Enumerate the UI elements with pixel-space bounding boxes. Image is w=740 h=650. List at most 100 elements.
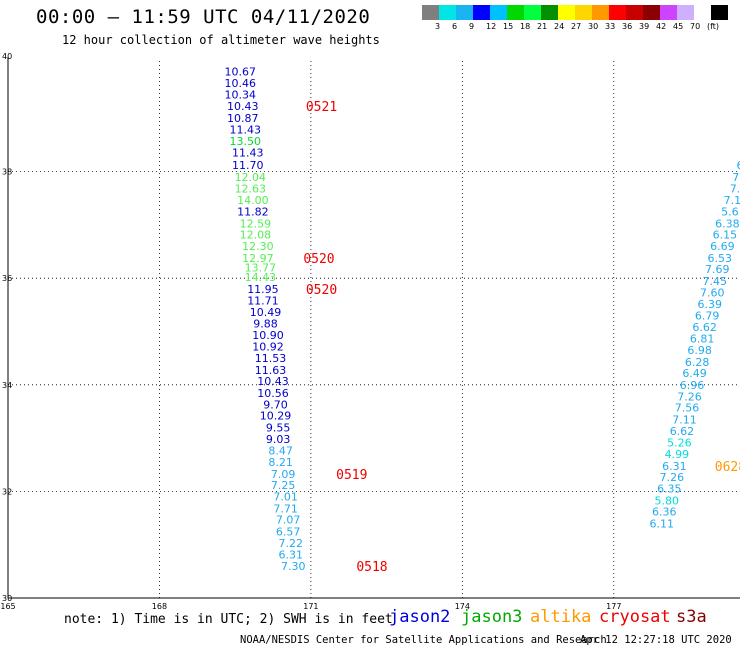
wave-height-point: 13.77 bbox=[245, 262, 277, 275]
time-label: 0519 bbox=[336, 468, 367, 483]
wave-height-point: 7.25 bbox=[271, 479, 296, 492]
color-scale-label: 9 bbox=[469, 22, 475, 31]
wave-height-point: 5.26 bbox=[667, 436, 692, 449]
color-scale-label: 42 bbox=[656, 22, 667, 31]
chart-title: 00:00 – 11:59 UTC 04/11/2020 bbox=[36, 6, 371, 28]
wave-height-point: 11.71 bbox=[247, 295, 279, 308]
wave-height-point: 6.28 bbox=[685, 356, 710, 369]
wave-height-point: 6.39 bbox=[697, 298, 722, 311]
wave-height-point: 9.55 bbox=[266, 421, 291, 434]
wave-height-point: 12.30 bbox=[242, 240, 274, 253]
wave-height-point: 7. bbox=[730, 183, 740, 196]
wave-height-point: 12.08 bbox=[240, 228, 272, 241]
wave-height-point: 7. bbox=[732, 171, 740, 184]
color-scale-swatch bbox=[677, 5, 694, 20]
color-scale-swatch bbox=[541, 5, 558, 20]
color-scale-swatch bbox=[575, 5, 592, 20]
wave-height-point: 7.26 bbox=[660, 471, 685, 484]
wave-height-point: 7.69 bbox=[705, 263, 730, 276]
color-scale-label: 30 bbox=[588, 22, 599, 31]
wave-height-point: 11.43 bbox=[232, 146, 264, 159]
wave-height-point: 6.53 bbox=[708, 252, 733, 265]
time-label: 0521 bbox=[306, 100, 337, 115]
wave-height-point: 6.31 bbox=[278, 548, 303, 561]
wave-height-point: 10.43 bbox=[227, 100, 259, 113]
wave-height-point: 7.22 bbox=[278, 537, 303, 550]
color-scale-swatch bbox=[609, 5, 626, 20]
wave-height-point: 6.62 bbox=[670, 425, 695, 438]
wave-height-point: 7.01 bbox=[273, 491, 298, 504]
color-scale-label: 70 bbox=[690, 22, 701, 31]
wave-height-point: 7.07 bbox=[276, 514, 301, 527]
x-tick-label: 165 bbox=[0, 602, 15, 611]
y-tick-label: 36 bbox=[2, 274, 12, 283]
color-scale-swatch bbox=[694, 5, 711, 20]
legend-jason2: jason2 bbox=[389, 607, 451, 627]
wave-height-point: 10.90 bbox=[252, 329, 284, 342]
wave-height-point: 12.59 bbox=[240, 217, 272, 230]
color-scale-label: 15 bbox=[503, 22, 514, 31]
wave-height-point: 11.82 bbox=[237, 206, 269, 219]
y-tick-label: 38 bbox=[2, 168, 12, 177]
color-scale-swatch bbox=[473, 5, 490, 20]
time-label: 0628 bbox=[715, 460, 740, 475]
y-tick-label: 34 bbox=[2, 381, 12, 390]
wave-height-point: 11.63 bbox=[255, 364, 287, 377]
color-scale-swatch bbox=[592, 5, 609, 20]
wave-height-point: 10.67 bbox=[224, 65, 256, 78]
chart-subtitle: 12 hour collection of altimeter wave hei… bbox=[62, 33, 380, 47]
wave-height-point: 7.60 bbox=[700, 287, 725, 300]
color-scale-label: 12 bbox=[486, 22, 497, 31]
x-tick-label: 174 bbox=[455, 602, 470, 611]
wave-height-point: 10.56 bbox=[257, 387, 289, 400]
wave-height-point: 7.1 bbox=[724, 194, 740, 207]
wave-height-point: 14.00 bbox=[237, 194, 269, 207]
wave-height-point: 7.09 bbox=[271, 468, 296, 481]
footer-credit: NOAA/NESDIS Center for Satellite Applica… bbox=[240, 634, 607, 646]
wave-height-point: 6.49 bbox=[682, 367, 707, 380]
wave-height-point: 9.70 bbox=[263, 399, 288, 412]
wave-height-point: 12.97 bbox=[242, 252, 274, 265]
color-scale-label: 36 bbox=[622, 22, 633, 31]
wave-height-point: 6.36 bbox=[652, 506, 677, 519]
wave-height-point: 10.34 bbox=[224, 88, 256, 101]
legend-cryosat: cryosat bbox=[599, 607, 671, 627]
color-scale-swatch bbox=[711, 5, 728, 20]
footer-timestamp: Apr 12 12:27:18 UTC 2020 bbox=[580, 634, 732, 646]
wave-height-point: 6.15 bbox=[713, 228, 738, 241]
wave-height-point: 5.6 bbox=[721, 206, 739, 219]
wave-height-point: 6.96 bbox=[680, 379, 705, 392]
wave-height-point: 8.47 bbox=[268, 444, 293, 457]
y-tick-label: 32 bbox=[2, 487, 12, 496]
wave-height-point: 6.98 bbox=[687, 344, 712, 357]
color-scale-label: 6 bbox=[452, 22, 458, 31]
wave-height-point: 7.71 bbox=[273, 502, 298, 515]
wave-height-point: 6.31 bbox=[662, 460, 687, 473]
time-label: 0520 bbox=[306, 283, 337, 298]
wave-height-point: 10.46 bbox=[224, 77, 256, 90]
wave-height-point: 11.70 bbox=[232, 159, 264, 172]
color-scale-swatch bbox=[524, 5, 541, 20]
wave-height-point: 10.92 bbox=[252, 340, 284, 353]
wave-height-point: 6 bbox=[737, 159, 740, 172]
wave-height-point: 10.43 bbox=[257, 375, 289, 388]
wave-height-point: 6.57 bbox=[276, 525, 301, 538]
wave-height-point: 11.95 bbox=[247, 283, 279, 296]
color-scale-swatch bbox=[626, 5, 643, 20]
wave-height-point: 7.45 bbox=[703, 275, 728, 288]
wave-height-point: 14.43 bbox=[245, 271, 277, 284]
wave-height-point: 7.30 bbox=[281, 560, 306, 573]
wave-height-point: 10.87 bbox=[227, 112, 259, 125]
color-scale-swatch bbox=[660, 5, 677, 20]
color-scale-swatch bbox=[422, 5, 439, 20]
color-scale-label: 39 bbox=[639, 22, 650, 31]
color-scale-label: 3 bbox=[435, 22, 441, 31]
color-scale-swatch bbox=[439, 5, 456, 20]
color-scale-swatch bbox=[643, 5, 660, 20]
color-scale-label: 33 bbox=[605, 22, 616, 31]
wave-height-point: 12.04 bbox=[235, 171, 267, 184]
wave-height-point: 7.26 bbox=[677, 391, 702, 404]
color-scale-swatch bbox=[456, 5, 473, 20]
